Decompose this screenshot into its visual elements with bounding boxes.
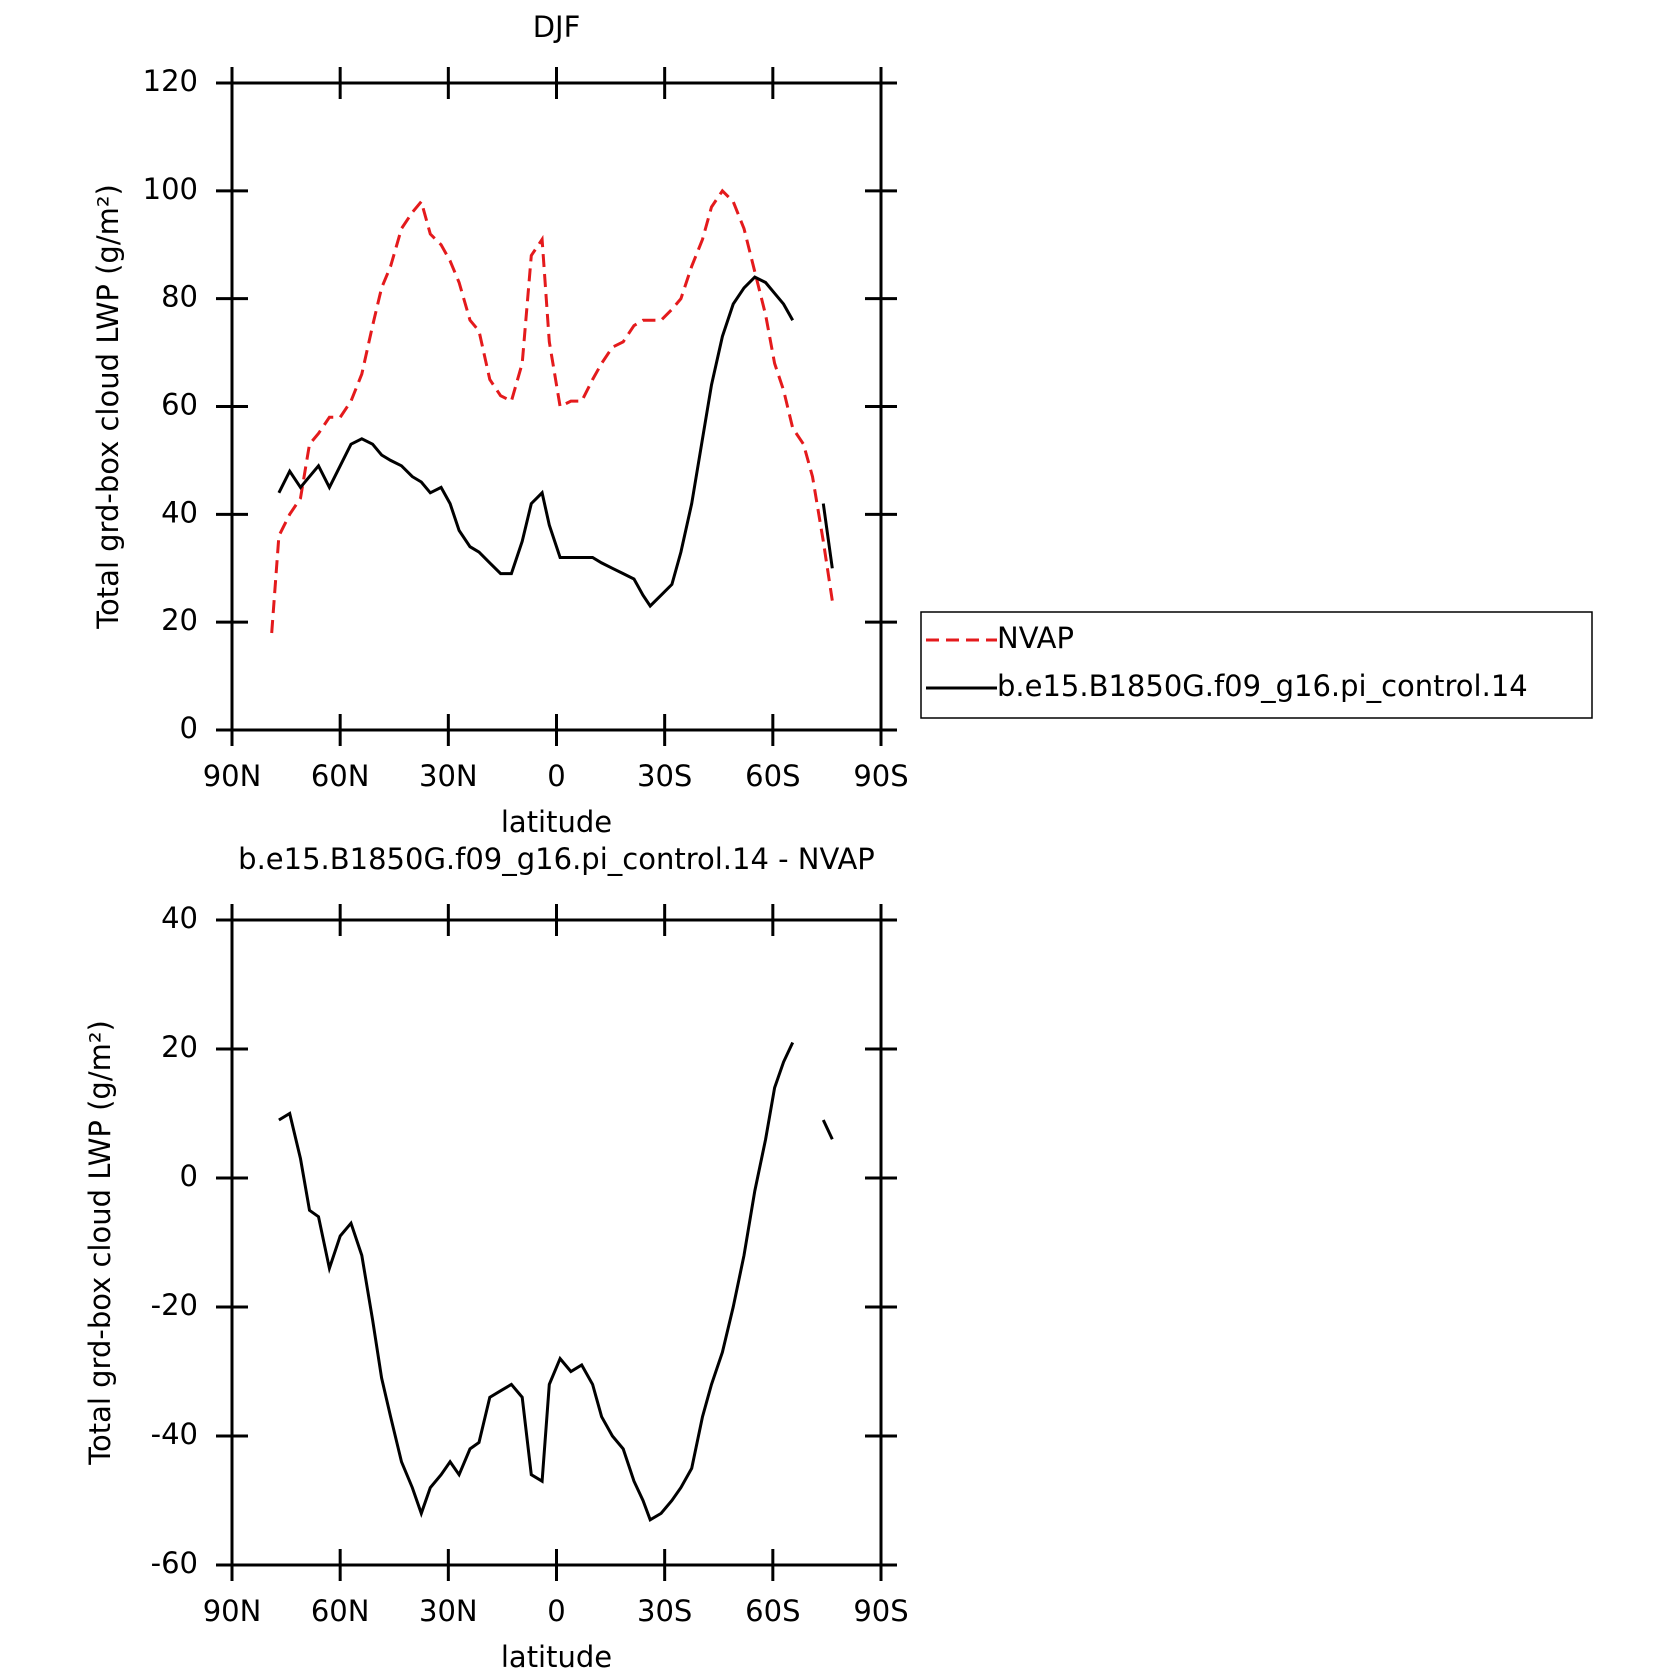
x-tick-label: 60S xyxy=(745,759,800,793)
plot-frame xyxy=(230,918,883,1567)
chart-title: DJF xyxy=(533,10,581,44)
y-axis-label: Total grd-box cloud LWP (g/m²) xyxy=(91,184,125,630)
x-tick-label: 30N xyxy=(419,1594,478,1628)
x-tick-label: 90S xyxy=(853,1594,908,1628)
x-tick-label: 60N xyxy=(311,1594,370,1628)
y-tick-label: 100 xyxy=(143,172,198,206)
x-axis-label: latitude xyxy=(501,1640,612,1674)
y-tick-label: 0 xyxy=(180,1159,198,1193)
legend-label: NVAP xyxy=(997,621,1074,655)
y-tick-label: 120 xyxy=(143,64,198,98)
x-tick-label: 30S xyxy=(637,1594,692,1628)
y-tick-label: 20 xyxy=(161,1030,198,1064)
legend-label: b.e15.B1850G.f09_g16.pi_control.14 xyxy=(997,669,1528,703)
y-tick-label: 80 xyxy=(161,280,198,314)
data-line xyxy=(277,275,795,609)
x-tick-label: 90N xyxy=(203,1594,262,1628)
data-line xyxy=(821,1119,834,1140)
x-axis-label: latitude xyxy=(501,805,612,839)
x-tick-label: 60N xyxy=(311,759,370,793)
plot-frame xyxy=(230,81,883,732)
y-tick-label: 60 xyxy=(161,388,198,422)
x-tick-label: 30S xyxy=(637,759,692,793)
x-tick-label: 0 xyxy=(547,1594,565,1628)
y-tick-label: 40 xyxy=(161,901,198,935)
data-line xyxy=(270,188,834,634)
y-tick-label: -20 xyxy=(151,1288,198,1322)
y-tick-label: -60 xyxy=(151,1546,198,1580)
y-tick-label: 40 xyxy=(161,495,198,529)
y-tick-label: -40 xyxy=(151,1417,198,1451)
y-tick-label: 0 xyxy=(180,711,198,745)
x-tick-label: 30N xyxy=(419,759,478,793)
x-tick-label: 60S xyxy=(745,1594,800,1628)
legend-box xyxy=(920,611,1593,719)
data-line xyxy=(821,503,834,569)
x-tick-label: 90S xyxy=(853,759,908,793)
chart-title: b.e15.B1850G.f09_g16.pi_control.14 - NVA… xyxy=(238,842,875,876)
y-axis-label: Total grd-box cloud LWP (g/m²) xyxy=(83,1020,117,1466)
y-tick-label: 20 xyxy=(161,603,198,637)
x-tick-label: 0 xyxy=(547,759,565,793)
data-line xyxy=(278,1041,795,1522)
x-tick-label: 90N xyxy=(203,759,262,793)
